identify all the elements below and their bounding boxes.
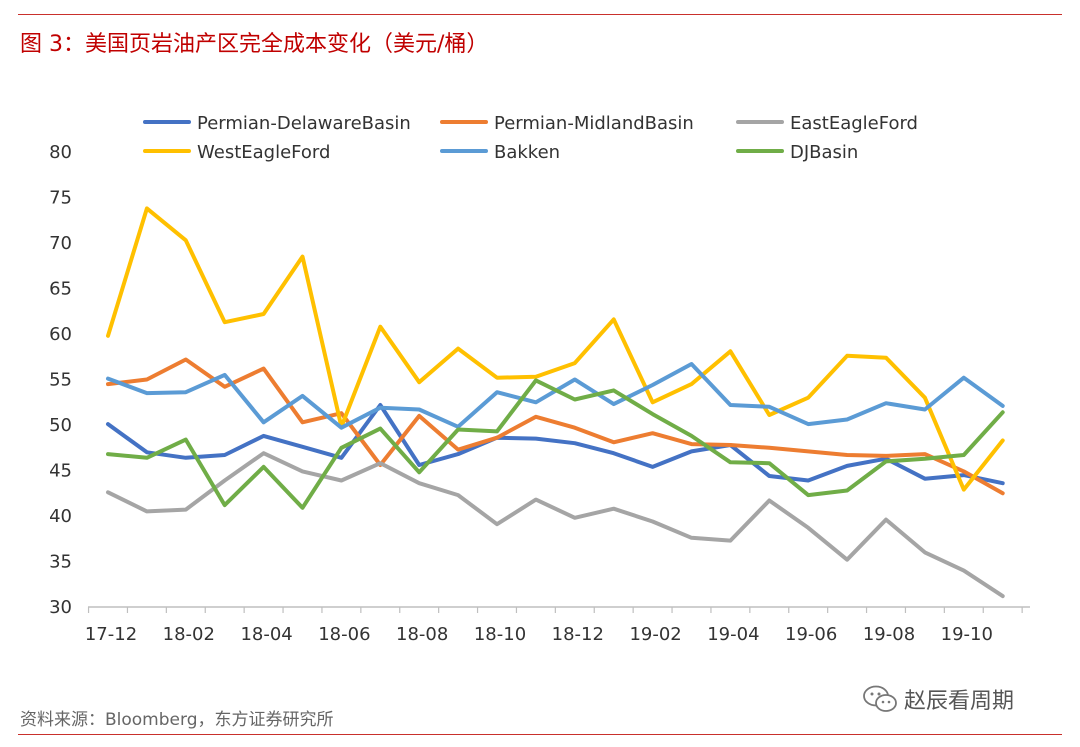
y-axis: 30 35 40 45 50 55 60 65 70 75 80: [49, 142, 72, 618]
x-tick-label: 18-08: [396, 624, 448, 645]
x-tick-label: 19-02: [629, 624, 681, 645]
series-line-djbasin: [106, 378, 1005, 510]
bottom-divider: [18, 734, 1062, 735]
legend-label: Permian-MidlandBasin: [494, 113, 694, 134]
legend-label: EastEagleFord: [790, 113, 918, 134]
watermark: 赵辰看周期: [862, 682, 1014, 716]
x-tick-label: 18-12: [552, 624, 604, 645]
y-tick-label: 70: [49, 233, 72, 254]
series-line-bakken: [106, 362, 1005, 430]
y-tick-label: 50: [49, 415, 72, 436]
plot-area: [106, 206, 1005, 599]
series-line-permian-delawarebasin: [106, 403, 1005, 486]
x-tick-label: 19-10: [941, 624, 993, 645]
series-line-easteagleford: [106, 451, 1005, 599]
legend: Permian-DelawareBasin Permian-MidlandBasi…: [143, 113, 918, 163]
x-tick-label: 19-04: [707, 624, 759, 645]
top-divider: [18, 14, 1062, 15]
y-tick-label: 30: [49, 597, 72, 618]
legend-label: Permian-DelawareBasin: [197, 113, 411, 134]
y-tick-label: 75: [49, 188, 72, 209]
x-tick-label: 19-06: [785, 624, 837, 645]
y-tick-label: 65: [49, 279, 72, 300]
x-tick-label: 18-02: [163, 624, 215, 645]
legend-label: WestEagleFord: [197, 142, 330, 163]
x-tick-label: 17-12: [85, 624, 137, 645]
x-axis: 17-12 18-02 18-04 18-06 18-08 18-10 18-12 19-02…: [85, 606, 1030, 645]
legend-label: DJBasin: [790, 142, 858, 163]
x-tick-label: 18-04: [240, 624, 292, 645]
y-tick-label: 60: [49, 324, 72, 345]
series-line-westeagleford: [106, 206, 1005, 492]
x-tick-label: 18-06: [318, 624, 370, 645]
x-tick-label: 18-10: [474, 624, 526, 645]
x-tick-label: 19-08: [863, 624, 915, 645]
source-note: 资料来源：Bloomberg，东方证券研究所: [20, 710, 334, 730]
series-line-permian-midlandbasin: [106, 357, 1005, 496]
figure-title: 图 3：美国页岩油产区完全成本变化（美元/桶）: [20, 32, 489, 57]
y-tick-label: 35: [49, 552, 72, 573]
wechat-icon: [863, 685, 897, 712]
y-tick-label: 55: [49, 370, 72, 391]
legend-label: Bakken: [494, 142, 560, 163]
watermark-text: 赵辰看周期: [904, 689, 1015, 714]
y-tick-label: 45: [49, 461, 72, 482]
y-tick-label: 40: [49, 506, 72, 527]
y-tick-label: 80: [49, 142, 72, 163]
